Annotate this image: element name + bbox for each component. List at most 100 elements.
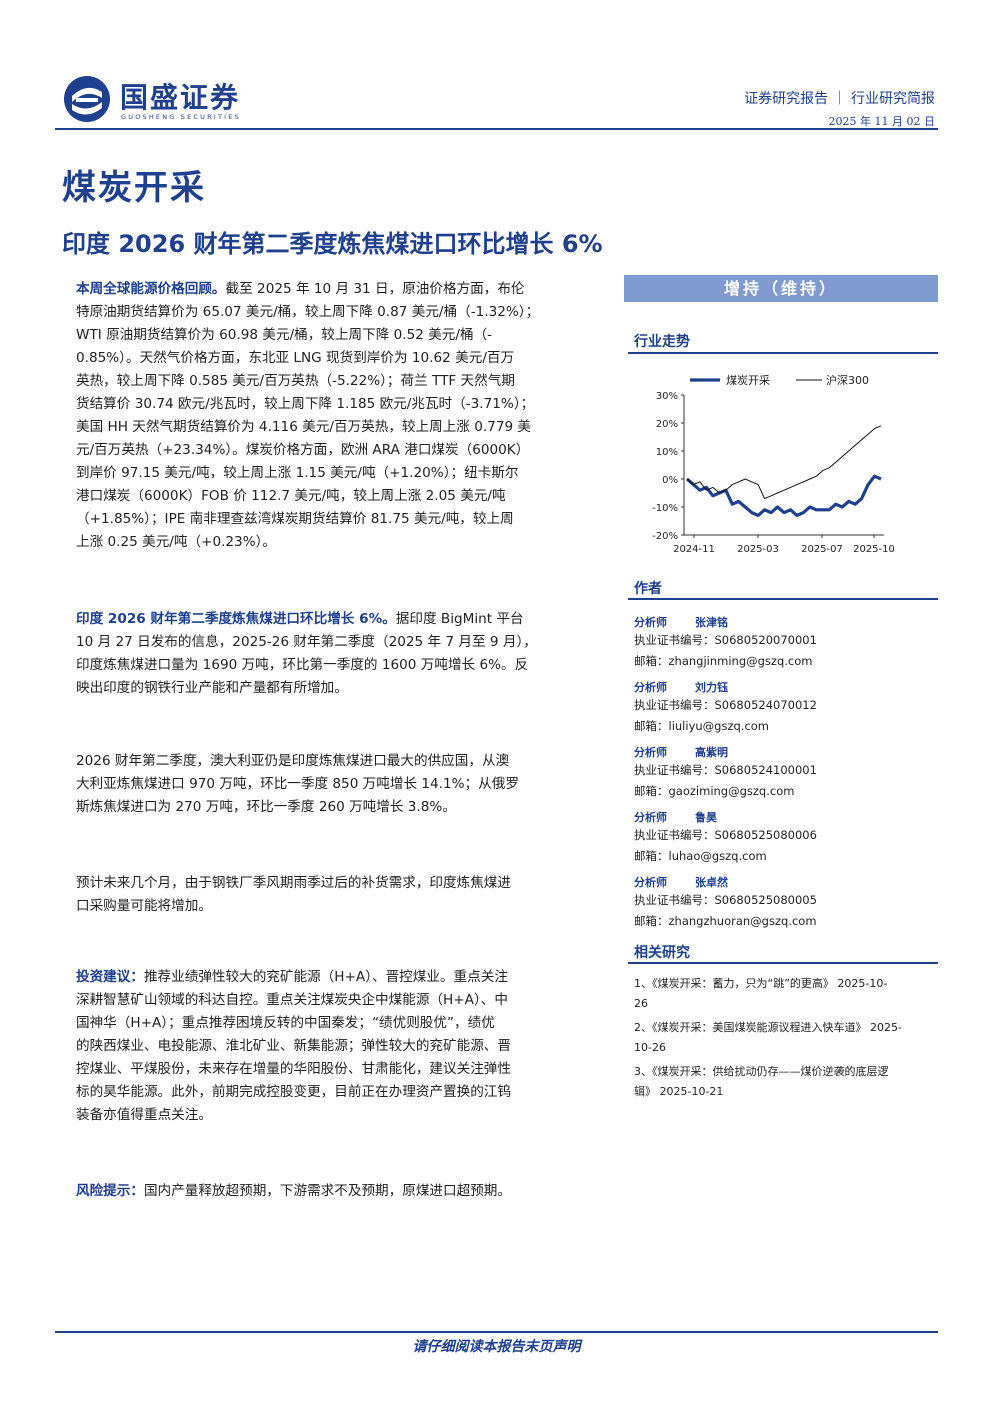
body-line: 0.85%）。天然气价格方面，东北亚 LNG 现货到岸价为 10.62 美元/百… <box>76 350 515 366</box>
authors-heading: 作者 <box>634 581 662 597</box>
author-block: 分析师 张津铭 执业证书编号：S0680520070001 邮箱：zhangjin… <box>634 611 934 676</box>
y-tick-label: -10% <box>652 503 678 514</box>
body-line: 斯炼焦煤进口为 270 万吨，环比一季度 260 万吨增长 3.8%。 <box>76 799 456 815</box>
author-email[interactable]: liuliyu@gszq.com <box>668 719 770 733</box>
logo <box>62 74 112 124</box>
body-line: 深耕智慧矿山领域的科达自控。重点关注煤炭央企中煤能源（H+A）、中 <box>76 992 508 1008</box>
y-tick-label: 20% <box>656 419 678 430</box>
analyst-label: 分析师 <box>634 746 667 759</box>
body-line: 元/百万英热（+23.34%）。煤炭价格方面，欧洲 ARA 港口煤炭（6000K… <box>76 442 530 458</box>
body-line: 货结算价 30.74 欧元/兆瓦时，较上周下降 1.185 欧元/兆瓦时（-3.… <box>76 396 535 412</box>
analyst-label: 分析师 <box>634 616 667 629</box>
para-lead: 投资建议： <box>76 969 144 985</box>
cert-number: S0680524100001 <box>714 763 817 777</box>
cert-label: 执业证书编号： <box>634 633 715 647</box>
related-heading: 相关研究 <box>634 945 690 961</box>
legend-label-coal: 煤炭开采 <box>726 374 770 387</box>
author-email[interactable]: luhao@gszq.com <box>668 849 767 863</box>
email-label: 邮箱： <box>634 654 669 668</box>
x-tick-label: 2025-03 <box>737 544 779 555</box>
email-label: 邮箱： <box>634 784 669 798</box>
body-line: 英热，较上周下降 0.585 美元/百万英热（-5.22%）；荷兰 TTF 天然… <box>76 373 515 389</box>
body-line: 映出印度的钢铁行业产能和产量都有所增加。 <box>76 680 348 696</box>
y-tick-label: 30% <box>656 391 678 402</box>
author-email[interactable]: zhangzhuoran@gszq.com <box>668 914 817 928</box>
body-line: 口采购量可能将增加。 <box>76 898 212 914</box>
related-line: 辑》 2025-10-21 <box>634 1085 724 1098</box>
sector-title: 煤炭开采 <box>62 168 206 208</box>
author-block: 分析师 鲁昊 执业证书编号：S0680525080006 邮箱：luhao@gsz… <box>634 806 934 871</box>
body-line: 截至 2025 年 10 月 31 日，原油价格方面，布伦 <box>225 281 525 297</box>
author-name: 刘力钰 <box>695 681 728 694</box>
body-line: 美国 HH 天然气期货结算价为 4.116 美元/百万英热，较上周上涨 0.77… <box>76 419 532 435</box>
author-name: 高紫明 <box>695 746 728 759</box>
para-lead: 本周全球能源价格回顾。 <box>76 281 226 297</box>
cert-number: S0680525080006 <box>714 828 817 842</box>
author-email[interactable]: zhangjinming@gszq.com <box>668 654 813 668</box>
company-name-en: GUOSHENG SECURITIES <box>121 113 241 121</box>
para-lead: 风险提示： <box>76 1183 144 1199</box>
body-line: 港口煤炭（6000K）FOB 价 112.7 美元/吨，较上周上涨 2.05 美… <box>76 488 506 504</box>
email-label: 邮箱： <box>634 719 669 733</box>
related-line: 10-26 <box>634 1041 666 1054</box>
related-line: 3、《煤炭开采：供给扰动仍存——煤价逆袭的底层逻 <box>634 1065 889 1078</box>
body-line: WTI 原油期货结算价为 60.98 美元/桶，较上周下降 0.52 美元/桶（… <box>76 327 493 343</box>
related-divider <box>628 962 938 964</box>
author-block: 分析师 刘力钰 执业证书编号：S0680524070012 邮箱：liuliyu@… <box>634 676 934 741</box>
report-type: 证券研究报告 ｜ 行业研究简报 <box>744 91 935 107</box>
body-line: 10 月 27 日发布的信息，2025-26 财年第二季度（2025 年 7 月… <box>76 634 537 650</box>
body-line: 国神华（H+A）；重点推荐困境反转的中国秦发；“绩优则股优”，绩优 <box>76 1015 495 1031</box>
author-name: 张卓然 <box>695 876 728 889</box>
series-line-hs300 <box>686 425 882 500</box>
body-line: 的陕西煤业、电投能源、淮北矿业、新集能源；弹性较大的兖矿能源、晋 <box>76 1038 511 1054</box>
para-risk: 风险提示：国内产量释放超预期，下游需求不及预期，原煤进口超预期。 <box>76 1180 604 1203</box>
body-line: 国内产量释放超预期，下游需求不及预期，原煤进口超预期。 <box>143 1183 511 1199</box>
cert-label: 执业证书编号： <box>634 893 715 907</box>
cert-label: 执业证书编号： <box>634 763 715 777</box>
trend-divider <box>628 352 938 354</box>
company-name: 国盛证券 <box>120 81 241 114</box>
body-line: 装备亦值得重点关注。 <box>76 1107 212 1123</box>
legend-label-hs300: 沪深300 <box>826 373 869 387</box>
body-line: （+1.85%）；IPE 南非理查兹湾煤炭期货结算价 81.75 美元/吨，较上… <box>76 511 514 527</box>
y-tick-label: -20% <box>652 531 678 542</box>
author-email[interactable]: gaoziming@gszq.com <box>668 784 795 798</box>
analyst-label: 分析师 <box>634 811 667 824</box>
rating-badge: 增持（维持） <box>624 275 938 302</box>
logo-icon <box>64 76 110 122</box>
cert-number: S0680524070012 <box>714 698 817 712</box>
authors-divider <box>628 598 938 600</box>
footer-disclaimer: 请仔细阅读本报告末页声明 <box>412 1339 581 1355</box>
footer-divider <box>55 1331 938 1333</box>
y-tick-label: 10% <box>656 447 678 458</box>
related-item[interactable]: 1、《煤炭开采：蓄力，只为“跳”的更高》 2025-10- 26 <box>634 974 934 1014</box>
body-line: 据印度 BigMint 平台 <box>395 611 524 627</box>
para-investment: 投资建议：推荐业绩弹性较大的兖矿能源（H+A）、晋控煤业。重点关注 深耕智慧矿山… <box>76 966 604 1127</box>
body-line: 标的昊华能源。此外，前期完成控股变更，目前正在办理资产置换的江钨 <box>76 1084 511 1100</box>
related-item[interactable]: 3、《煤炭开采：供给扰动仍存——煤价逆袭的底层逻 辑》 2025-10-21 <box>634 1062 934 1102</box>
y-tick-label: 0% <box>662 475 678 486</box>
body-line: 上涨 0.25 美元/吨（+0.23%）。 <box>76 534 277 550</box>
body-line: 推荐业绩弹性较大的兖矿能源（H+A）、晋控煤业。重点关注 <box>143 969 508 985</box>
trend-heading: 行业走势 <box>634 334 690 350</box>
body-line: 到岸价 97.15 美元/吨，较上周上涨 1.15 美元/吨（+1.20%）；纽… <box>76 465 519 481</box>
related-line: 26 <box>634 997 648 1010</box>
series-line-coal <box>685 474 882 517</box>
industry-trend-chart: 30% 20% 10% 0% -10% -20% 2024-11 2025-03 2025-07… <box>652 373 895 555</box>
body-line: 大利亚炼焦煤进口 970 万吨，环比一季度 850 万吨增长 14.1%；从俄罗 <box>76 776 519 792</box>
email-label: 邮箱： <box>634 849 669 863</box>
body-line: 控煤业、平煤股份，未来存在增量的华阳股份、甘肃能化，建议关注弹性 <box>76 1061 511 1077</box>
authors-list: 分析师 张津铭 执业证书编号：S0680520070001 邮箱：zhangjin… <box>634 611 934 936</box>
related-item[interactable]: 2、《煤炭开采：美国煤炭能源议程进入快车道》 2025- 10-26 <box>634 1018 934 1058</box>
x-tick-label: 2025-07 <box>801 544 843 555</box>
body-line: 2026 财年第二季度，澳大利亚仍是印度炼焦煤进口最大的供应国，从澳 <box>76 753 510 769</box>
report-title: 印度 2026 财年第二季度炼焦煤进口环比增长 6% <box>62 230 603 258</box>
author-block: 分析师 张卓然 执业证书编号：S0680525080005 邮箱：zhangzhu… <box>634 871 934 936</box>
author-name: 张津铭 <box>695 616 728 629</box>
x-tick-label: 2025-10 <box>853 544 895 555</box>
header-divider <box>55 128 938 130</box>
author-name: 鲁昊 <box>695 811 717 824</box>
x-tick-label: 2024-11 <box>673 544 715 555</box>
para-outlook: 预计未来几个月，由于钢铁厂季风期雨季过后的补货需求，印度炼焦煤进 口采购量可能将… <box>76 872 604 918</box>
cert-label: 执业证书编号： <box>634 698 715 712</box>
